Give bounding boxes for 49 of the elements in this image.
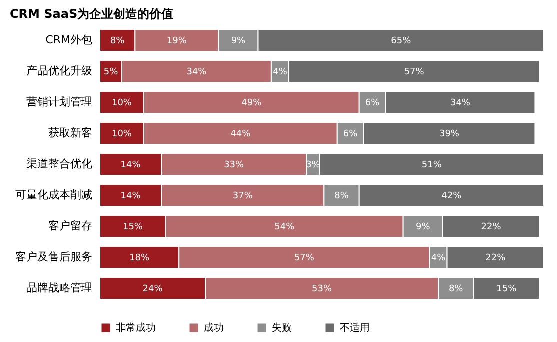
data-label: 15%: [122, 222, 144, 232]
data-label: 10%: [112, 130, 132, 140]
data-label: 8%: [334, 192, 350, 202]
data-label: 39%: [439, 130, 460, 140]
data-label: 19%: [166, 36, 188, 46]
y-tick-label: 获取新客: [48, 126, 92, 140]
data-label: 6%: [343, 130, 358, 140]
data-label: 5%: [104, 68, 119, 78]
y-tick-label: 营销计划管理: [26, 96, 92, 108]
data-label: 65%: [391, 36, 412, 46]
data-label: 44%: [230, 130, 252, 140]
legend-label: 不适用: [340, 322, 370, 334]
legend-label: 成功: [204, 322, 224, 334]
data-label: 8%: [110, 36, 126, 46]
data-label: 24%: [142, 284, 164, 294]
data-label: 14%: [120, 160, 142, 170]
data-label: 8%: [448, 284, 464, 294]
data-label: 6%: [365, 98, 380, 108]
legend-label: 失败: [272, 322, 292, 334]
data-label: 9%: [231, 36, 246, 46]
data-label: 49%: [242, 98, 262, 108]
data-label: 54%: [274, 222, 296, 232]
data-label: 9%: [416, 222, 431, 232]
y-tick-label: 可量化成本削减: [16, 188, 92, 202]
chart-title: CRM SaaS为企业创造的价值: [10, 7, 174, 21]
legend-label: 非常成功: [116, 322, 156, 334]
data-label: 33%: [224, 160, 245, 170]
data-label: 22%: [481, 222, 502, 232]
data-label: 37%: [232, 192, 254, 202]
data-label: 57%: [294, 254, 315, 264]
y-tick-label: CRM外包: [46, 34, 92, 46]
data-label: 57%: [404, 68, 425, 78]
data-label: 22%: [486, 254, 506, 264]
data-label: 34%: [450, 98, 471, 108]
data-label: 4%: [431, 254, 446, 264]
y-tick-label: 客户及售后服务: [16, 250, 92, 264]
y-tick-label: 渠道整合优化: [26, 158, 92, 170]
data-label: 4%: [273, 68, 288, 78]
data-label: 14%: [120, 192, 142, 202]
y-tick-label: 产品优化升级: [26, 64, 92, 78]
y-tick-label: 客户留存: [48, 220, 92, 232]
data-label: 51%: [422, 160, 442, 170]
y-tick-label: 品牌战略管理: [26, 282, 92, 294]
data-label: 18%: [130, 254, 150, 264]
data-label: 15%: [496, 284, 518, 294]
data-label: 53%: [312, 284, 332, 294]
data-label: 34%: [186, 68, 208, 78]
data-label: 10%: [112, 98, 132, 108]
data-label: 42%: [442, 192, 462, 202]
